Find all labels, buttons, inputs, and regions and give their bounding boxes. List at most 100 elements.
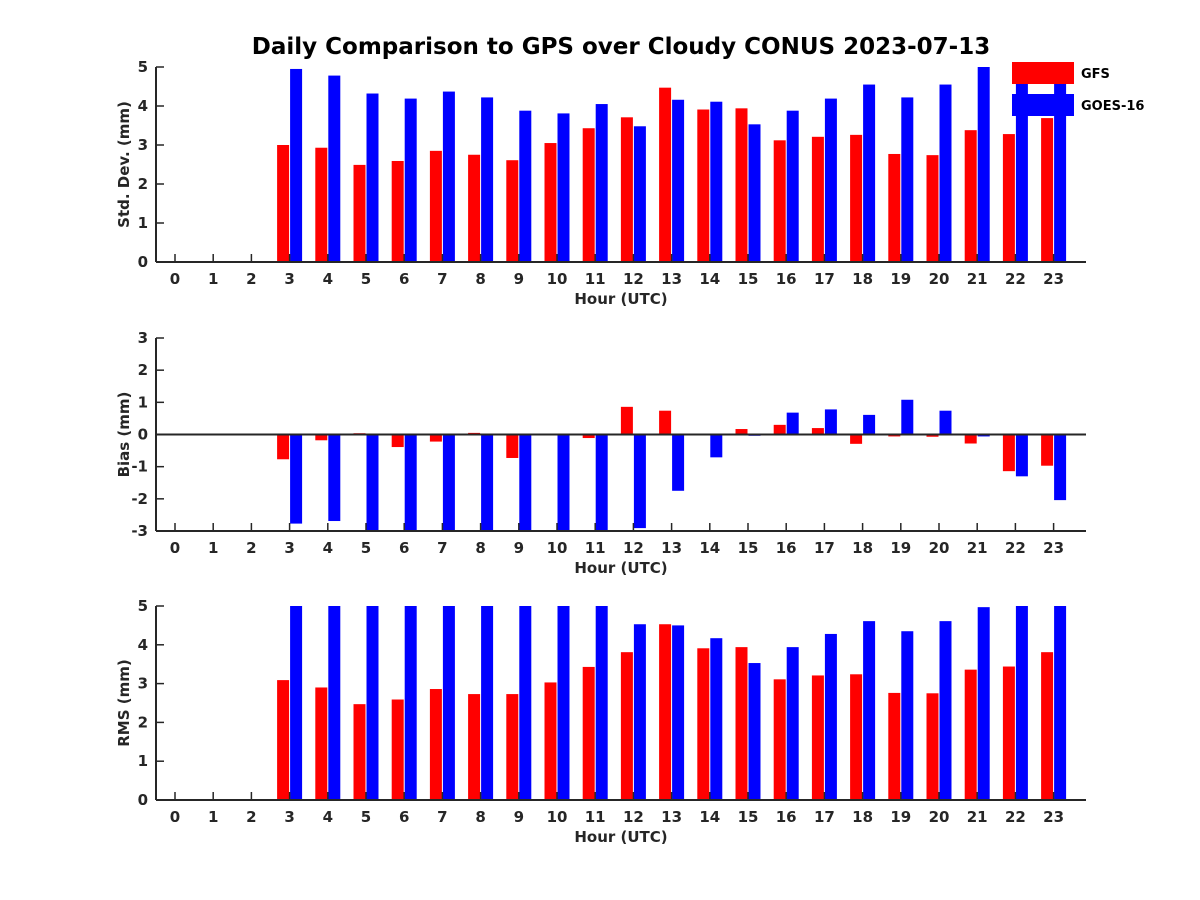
bias-bar-gfs-11 <box>582 434 595 439</box>
bias-bar-goes-16-17 <box>824 409 837 435</box>
bias-bar-goes-16-12 <box>633 434 646 529</box>
std-dev-bar-goes-16-19 <box>901 97 914 262</box>
rms-bar-goes-16-11 <box>595 606 608 800</box>
bias-xtick-label: 10 <box>547 539 568 557</box>
rms-bar-goes-16-18 <box>863 621 876 800</box>
bias-bar-goes-16-20 <box>939 410 952 435</box>
bias-ytick-label: 1 <box>138 393 148 411</box>
std-dev-bar-goes-16-21 <box>977 67 990 262</box>
std-dev-xtick-label: 6 <box>399 270 409 288</box>
rms-xtick-label: 6 <box>399 808 409 826</box>
std-dev-bar-gfs-12 <box>620 117 633 262</box>
std-dev-xtick-label: 21 <box>967 270 988 288</box>
rms-xtick-label: 1 <box>208 808 218 826</box>
rms-xtick-label: 16 <box>776 808 797 826</box>
std-dev-bar-goes-16-5 <box>366 93 379 263</box>
bias-bar-gfs-4 <box>315 434 328 441</box>
bias-bar-gfs-3 <box>277 434 290 460</box>
bias-xtick-label: 14 <box>699 539 720 557</box>
rms-bar-goes-16-20 <box>939 621 952 800</box>
std-dev-ytick-label: 4 <box>138 97 148 115</box>
rms-bar-gfs-21 <box>964 669 977 800</box>
bias-xtick-label: 8 <box>475 539 485 557</box>
bias-xtick-label: 20 <box>929 539 950 557</box>
rms-xtick-label: 14 <box>699 808 720 826</box>
rms-ytick-label: 1 <box>138 752 148 770</box>
std-dev-xtick-label: 13 <box>661 270 682 288</box>
rms-xtick-label: 7 <box>437 808 447 826</box>
bias-bar-gfs-9 <box>506 434 519 458</box>
rms-bar-gfs-23 <box>1041 652 1054 800</box>
rms-xtick-label: 8 <box>475 808 485 826</box>
rms-xtick-label: 20 <box>929 808 950 826</box>
std-dev-ytick-label: 0 <box>138 253 148 271</box>
rms-bar-gfs-4 <box>315 687 328 800</box>
std-dev-xtick-label: 9 <box>514 270 524 288</box>
rms-bar-gfs-20 <box>926 693 939 800</box>
std-dev-bar-gfs-22 <box>1002 134 1015 262</box>
rms-bar-gfs-16 <box>773 679 786 800</box>
std-dev-xtick-label: 15 <box>738 270 759 288</box>
rms-xtick-label: 18 <box>852 808 873 826</box>
std-dev-bar-goes-16-8 <box>481 97 494 262</box>
rms-ytick-label: 5 <box>138 597 148 615</box>
rms-xtick-label: 11 <box>585 808 606 826</box>
std-dev-xtick-label: 2 <box>246 270 256 288</box>
rms-bar-goes-16-16 <box>786 647 799 800</box>
bias-xtick-label: 11 <box>585 539 606 557</box>
bias-xtick-label: 4 <box>323 539 333 557</box>
std-dev-bar-gfs-18 <box>850 134 863 262</box>
bias-ylabel: Bias (mm) <box>115 392 133 478</box>
rms-bar-goes-16-14 <box>710 638 723 800</box>
std-dev-bar-goes-16-18 <box>863 84 876 262</box>
std-dev-bar-gfs-10 <box>544 143 557 262</box>
bias-bar-goes-16-6 <box>404 434 417 531</box>
rms-xtick-label: 3 <box>284 808 294 826</box>
std-dev-xtick-label: 7 <box>437 270 447 288</box>
std-dev-xtick-label: 4 <box>323 270 333 288</box>
std-dev-bar-goes-16-16 <box>786 110 799 263</box>
std-dev-bar-goes-16-4 <box>328 75 341 262</box>
bias-bar-gfs-20 <box>926 434 939 437</box>
bias-ytick-label: -1 <box>131 458 148 476</box>
std-dev-xtick-label: 23 <box>1043 270 1064 288</box>
rms-xtick-label: 23 <box>1043 808 1064 826</box>
rms-xtick-label: 10 <box>547 808 568 826</box>
std-dev-bar-gfs-13 <box>659 87 672 262</box>
std-dev-bar-gfs-9 <box>506 160 519 262</box>
std-dev-ytick-label: 2 <box>138 175 148 193</box>
bias-xtick-label: 18 <box>852 539 873 557</box>
bias-xtick-label: 6 <box>399 539 409 557</box>
std-dev-xtick-label: 22 <box>1005 270 1026 288</box>
bias-bar-goes-16-5 <box>366 434 379 531</box>
std-dev-bar-gfs-20 <box>926 155 939 262</box>
bias-bar-gfs-7 <box>429 434 442 442</box>
rms-bar-gfs-10 <box>544 682 557 800</box>
rms-bar-goes-16-10 <box>557 606 570 800</box>
bias-xtick-label: 3 <box>284 539 294 557</box>
std-dev-bar-gfs-23 <box>1041 118 1054 262</box>
std-dev-xtick-label: 16 <box>776 270 797 288</box>
legend: GFS GOES-16 <box>1012 62 1144 116</box>
std-dev-bar-gfs-6 <box>391 160 404 262</box>
bias-bar-goes-16-3 <box>290 434 303 524</box>
rms-bar-gfs-9 <box>506 694 519 800</box>
std-dev-bar-goes-16-7 <box>442 91 455 262</box>
bias-ytick-label: 0 <box>138 426 148 444</box>
bias-ytick-label: -2 <box>131 490 148 508</box>
rms-bar-goes-16-3 <box>290 606 303 800</box>
std-dev-bar-goes-16-11 <box>595 104 608 262</box>
bias-bar-gfs-23 <box>1041 434 1054 466</box>
bias-bar-goes-16-18 <box>863 414 876 435</box>
rms-xlabel: Hour (UTC) <box>574 828 667 846</box>
rms-bar-goes-16-7 <box>442 606 455 800</box>
bias-bar-gfs-12 <box>620 406 633 435</box>
bias-bar-gfs-21 <box>964 434 977 444</box>
rms-bar-goes-16-21 <box>977 607 990 800</box>
rms-xtick-label: 13 <box>661 808 682 826</box>
rms-bar-gfs-17 <box>811 675 824 800</box>
std-dev-xtick-label: 14 <box>699 270 720 288</box>
std-dev-bar-gfs-3 <box>277 145 290 262</box>
bias-xtick-label: 7 <box>437 539 447 557</box>
